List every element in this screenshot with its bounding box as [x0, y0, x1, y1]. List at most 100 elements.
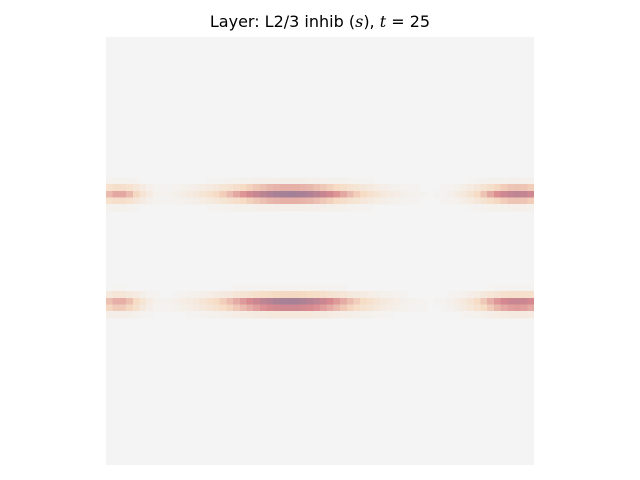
- heatmap-cell: [513, 284, 522, 292]
- heatmap-cell: [139, 311, 147, 319]
- heatmap-cell: [507, 184, 515, 192]
- heatmap-cell: [366, 197, 374, 205]
- heatmap-cell: [473, 291, 481, 299]
- heatmap-cell: [253, 284, 261, 292]
- heatmap-cell: [513, 297, 522, 305]
- heatmap-cell: [313, 177, 321, 185]
- heatmap-cell: [480, 304, 488, 312]
- heatmap-cell: [313, 197, 321, 205]
- heatmap-cell: [493, 204, 501, 212]
- heatmap-cell: [139, 184, 147, 192]
- heatmap-cell: [286, 284, 294, 292]
- heatmap-cell: [313, 190, 321, 198]
- heatmap-cell: [273, 297, 281, 305]
- heatmap-cell: [293, 291, 301, 299]
- heatmap-cell: [132, 291, 140, 299]
- heatmap-cell: [460, 197, 468, 205]
- heatmap-cell: [346, 311, 354, 319]
- heatmap-cell: [112, 204, 120, 212]
- heatmap-cell: [447, 304, 455, 312]
- heatmap-cell: [233, 284, 241, 292]
- heatmap-cell: [406, 197, 415, 205]
- heatmap-cell: [473, 190, 481, 198]
- heatmap-cell: [447, 297, 455, 305]
- heatmap-cell: [480, 204, 488, 212]
- heatmap-cell: [340, 311, 348, 319]
- heatmap-cell: [299, 197, 308, 205]
- heatmap-cell: [493, 197, 501, 205]
- heatmap-cell: [513, 304, 522, 312]
- heatmap-cell: [199, 311, 207, 319]
- title-middle: ),: [363, 12, 380, 31]
- heatmap-cell: [353, 304, 361, 312]
- heatmap-cell: [119, 297, 127, 305]
- heatmap-cell: [340, 304, 348, 312]
- heatmap-cell: [386, 184, 394, 192]
- heatmap-cell: [213, 177, 221, 185]
- heatmap-cell: [380, 184, 388, 192]
- heatmap-cell: [253, 197, 261, 205]
- heatmap-cell: [172, 297, 180, 305]
- heatmap-cell: [313, 291, 321, 299]
- heatmap-cell: [353, 311, 361, 319]
- heatmap-cell: [306, 204, 314, 212]
- heatmap-cell: [172, 197, 180, 205]
- heatmap-cell: [306, 311, 314, 319]
- heatmap-cell: [346, 197, 354, 205]
- heatmap-cell: [119, 284, 127, 292]
- heatmap-cell: [453, 184, 461, 192]
- heatmap-cell: [273, 177, 281, 185]
- heatmap-cell: [493, 177, 501, 185]
- heatmap-cell: [513, 311, 522, 319]
- heatmap-cell: [313, 204, 321, 212]
- heatmap-cell: [493, 184, 501, 192]
- heatmap-cell: [493, 284, 501, 292]
- heatmap-cell: [179, 184, 187, 192]
- heatmap-cell: [266, 311, 274, 319]
- heatmap-cell: [259, 291, 267, 299]
- title-var-symbol: s: [355, 12, 364, 31]
- heatmap-cell: [467, 311, 475, 319]
- heatmap-cell: [186, 291, 194, 299]
- heatmap-cell: [467, 190, 475, 198]
- heatmap-cell: [199, 197, 207, 205]
- heatmap-cell: [453, 291, 461, 299]
- heatmap-cell: [226, 177, 234, 185]
- heatmap-cell: [413, 184, 421, 192]
- heatmap-cell: [346, 304, 354, 312]
- heatmap-cell: [213, 291, 221, 299]
- heatmap-cell: [513, 184, 522, 192]
- heatmap-cell: [306, 177, 314, 185]
- heatmap-cell: [126, 304, 134, 312]
- heatmap-cell: [440, 297, 448, 305]
- heatmap-cell: [487, 190, 495, 198]
- heatmap-cell: [440, 184, 448, 192]
- heatmap-cell: [326, 204, 334, 212]
- heatmap-cell: [433, 190, 441, 198]
- heatmap-cell: [213, 190, 221, 198]
- heatmap-cell: [460, 304, 468, 312]
- heatmap-cell: [487, 197, 495, 205]
- heatmap-cell: [132, 177, 140, 185]
- heatmap-cell: [172, 291, 180, 299]
- heatmap-cell: [226, 297, 234, 305]
- heatmap-cell: [226, 291, 234, 299]
- heatmap-cell: [253, 311, 261, 319]
- heatmap-cell: [286, 184, 294, 192]
- heatmap-cell: [513, 177, 522, 185]
- heatmap-cell: [353, 197, 361, 205]
- heatmap-cell: [226, 190, 234, 198]
- heatmap-cell: [179, 291, 187, 299]
- title-time-value: 25: [409, 12, 431, 31]
- heatmap-cell: [467, 197, 475, 205]
- heatmap-cell: [119, 197, 127, 205]
- heatmap-cell: [132, 184, 140, 192]
- heatmap-cell: [353, 291, 361, 299]
- heatmap-cell: [313, 297, 321, 305]
- heatmap-cell: [420, 304, 428, 312]
- heatmap-cell: [239, 304, 247, 312]
- heatmap-cell: [179, 197, 187, 205]
- heatmap-cell: [186, 197, 194, 205]
- heatmap-cell: [279, 184, 287, 192]
- heatmap-cell: [233, 204, 241, 212]
